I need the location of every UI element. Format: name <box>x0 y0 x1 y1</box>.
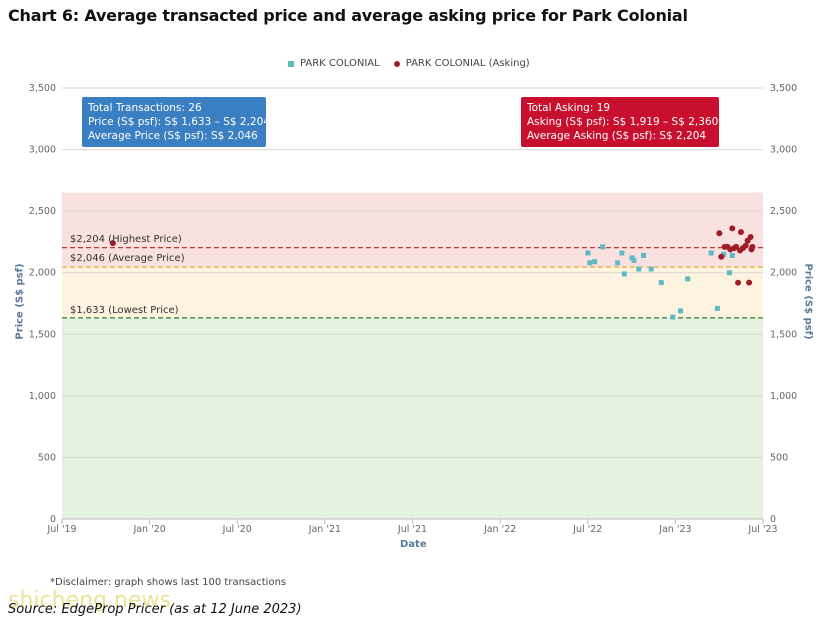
y-tick-label-right: 2,000 <box>770 268 797 279</box>
y-tick-label-right: 0 <box>770 514 776 525</box>
data-point-transaction <box>685 276 691 282</box>
data-point-transaction <box>636 266 642 272</box>
source-note: Source: EdgeProp Pricer (as at 12 June 2… <box>8 602 302 617</box>
transactions-average: Average Price (S$ psf): S$ 2,046 <box>88 130 258 142</box>
data-point-transaction <box>585 250 591 256</box>
data-point-transaction <box>587 260 593 266</box>
legend-item-transactions[interactable]: PARK COLONIAL <box>288 58 380 69</box>
data-point-asking <box>747 234 754 241</box>
data-point-transaction <box>677 308 683 314</box>
x-tick-label: Jul '19 <box>46 524 76 535</box>
transactions-price-range: Price (S$ psf): S$ 1,633 – S$ 2,204 <box>88 116 270 128</box>
x-tick-label: Jan '22 <box>483 524 516 535</box>
data-point-transaction <box>621 271 627 277</box>
y-tick-label-right: 3,000 <box>770 145 797 156</box>
x-tick-label: Jul '21 <box>397 524 427 535</box>
y-tick-label-left: 1,500 <box>29 329 56 340</box>
data-point-transaction <box>592 259 598 265</box>
y-tick-label-left: 2,000 <box>29 268 56 279</box>
x-tick-label: Jul '23 <box>747 524 777 535</box>
data-point-transaction <box>631 257 637 263</box>
data-point-transaction <box>600 244 606 250</box>
transactions-summary-box: Total Transactions: 26 Price (S$ psf): S… <box>82 97 270 147</box>
asking-summary-box: Total Asking: 19 Asking (S$ psf): S$ 1,9… <box>521 97 719 147</box>
data-point-transaction <box>619 250 625 256</box>
data-point-transaction <box>648 266 654 272</box>
data-point-transaction <box>641 252 647 258</box>
x-tick-label: Jul '20 <box>222 524 252 535</box>
disclaimer: *Disclaimer: graph shows last 100 transa… <box>50 577 287 588</box>
data-point-transaction <box>726 270 732 276</box>
legend-square-icon <box>288 60 294 67</box>
data-point-transaction <box>714 305 720 311</box>
legend-circle-icon <box>393 60 400 67</box>
asking-price-range: Asking (S$ psf): S$ 1,919 – S$ 2,360 <box>527 116 719 128</box>
y-tick-label-left: 500 <box>38 452 56 463</box>
plot-band-1 <box>62 267 763 318</box>
plot-band-2 <box>62 192 763 268</box>
data-point-asking <box>733 243 740 250</box>
y-tick-label-left: 1,000 <box>29 391 56 402</box>
data-point-asking <box>746 279 753 286</box>
y-tick-label-left: 3,500 <box>29 83 56 94</box>
data-point-asking <box>729 225 736 232</box>
x-axis-title: Date <box>400 539 427 550</box>
y-tick-label-left: 0 <box>50 514 56 525</box>
transactions-total: Total Transactions: 26 <box>88 102 202 114</box>
x-tick-label: Jul '22 <box>572 524 602 535</box>
chart-title: Chart 6: Average transacted price and av… <box>8 6 688 25</box>
data-point-transaction <box>658 280 664 286</box>
watermark: shicheng.news <box>8 588 171 613</box>
asking-average: Average Asking (S$ psf): S$ 2,204 <box>527 130 707 142</box>
legend-label-transactions: PARK COLONIAL <box>300 58 380 69</box>
asking-total: Total Asking: 19 <box>527 102 611 114</box>
y-tick-label-right: 2,500 <box>770 206 797 217</box>
data-point-asking <box>735 279 742 286</box>
data-point-asking <box>737 229 744 236</box>
y-tick-label-right: 3,500 <box>770 83 797 94</box>
y-axis-title-right: Price (S$ psf) <box>802 263 814 340</box>
y-axis-title-left: Price (S$ psf) <box>14 263 26 340</box>
highest-price-label: $2,204 (Highest Price) <box>70 234 182 245</box>
data-point-transaction <box>721 251 727 257</box>
data-point-asking <box>109 240 116 247</box>
data-point-asking <box>718 253 725 260</box>
legend-item-asking[interactable]: PARK COLONIAL (Asking) <box>393 58 530 69</box>
x-tick-label: Jan '20 <box>132 524 165 535</box>
y-tick-label-right: 1,000 <box>770 391 797 402</box>
y-tick-label-right: 500 <box>770 452 788 463</box>
y-tick-label-left: 2,500 <box>29 206 56 217</box>
data-point-asking <box>716 230 723 237</box>
plot-band-0 <box>62 317 763 519</box>
y-tick-label-right: 1,500 <box>770 329 797 340</box>
legend: PARK COLONIAL PARK COLONIAL (Asking) <box>288 58 530 69</box>
data-point-asking <box>749 243 756 250</box>
x-tick-label: Jan '23 <box>658 524 691 535</box>
x-tick-label: Jan '21 <box>308 524 341 535</box>
data-point-transaction <box>708 250 714 256</box>
data-point-asking <box>742 242 749 249</box>
y-tick-label-left: 3,000 <box>29 145 56 156</box>
average-price-label: $2,046 (Average Price) <box>70 253 185 264</box>
data-point-transaction <box>670 314 676 320</box>
legend-label-asking: PARK COLONIAL (Asking) <box>405 58 530 69</box>
data-point-transaction <box>729 252 735 258</box>
lowest-price-label: $1,633 (Lowest Price) <box>70 305 179 316</box>
data-point-transaction <box>615 260 621 266</box>
